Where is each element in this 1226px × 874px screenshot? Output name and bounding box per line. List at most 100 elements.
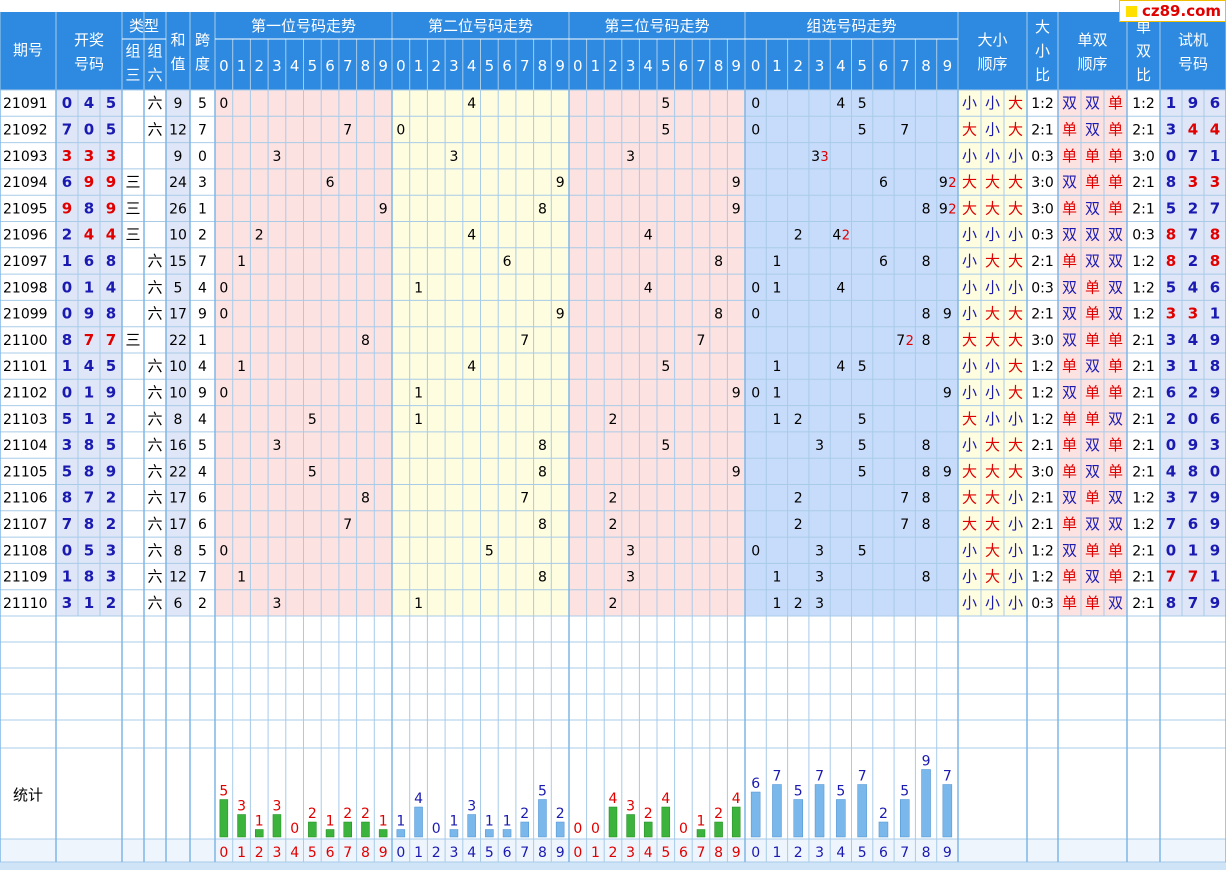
header-digit: 6 — [502, 57, 512, 75]
stat-value: 4 — [414, 791, 423, 807]
stat-bar — [414, 806, 423, 838]
bigsmall-mark: 大 — [1008, 436, 1023, 454]
stat-digit-label: 2 — [255, 845, 264, 861]
trend-digit: 4 — [467, 359, 476, 375]
oddeven-ratio-cell: 0:3 — [1132, 228, 1155, 244]
type-group6-mark: 六 — [147, 515, 162, 533]
stat-bar — [878, 821, 889, 838]
header-test: 试机 — [1178, 31, 1208, 49]
stat-value: 0 — [573, 821, 582, 837]
sum-cell: 17 — [169, 517, 187, 533]
test-number: 8 — [1188, 462, 1198, 480]
draw-number: 1 — [84, 410, 94, 428]
type-group6-mark: 六 — [147, 489, 162, 507]
test-number: 3 — [1166, 331, 1176, 349]
span-cell: 9 — [198, 385, 207, 401]
oddeven-mark: 单 — [1108, 383, 1123, 401]
test-number: 0 — [1210, 462, 1220, 480]
stat-value: 5 — [794, 784, 803, 800]
draw-number: 5 — [106, 120, 116, 138]
watermark-text: cz89.com — [1142, 2, 1222, 20]
stat-value: 2 — [520, 806, 529, 822]
oddeven-mark: 双 — [1085, 436, 1100, 454]
type-group6-mark: 六 — [147, 305, 162, 323]
bigsmall-mark: 小 — [985, 94, 1000, 112]
stat-bar — [520, 821, 529, 838]
trend-digit: 8 — [538, 464, 547, 480]
sum-cell: 6 — [174, 596, 183, 612]
sum-cell: 10 — [169, 359, 187, 375]
stat-value: 4 — [661, 791, 670, 807]
group-digit: 2 — [794, 517, 803, 533]
bigsmall-mark: 大 — [1008, 199, 1023, 217]
draw-number: 1 — [62, 357, 72, 375]
span-cell: 0 — [198, 149, 207, 165]
sum-cell: 17 — [169, 307, 187, 323]
stat-digit-label: 7 — [697, 845, 706, 861]
span-cell: 5 — [198, 438, 207, 454]
group-digit: 9 — [943, 385, 952, 401]
span-cell: 2 — [198, 596, 207, 612]
bigsmall-mark: 小 — [962, 568, 977, 586]
bigsmall-ratio-cell: 0:3 — [1031, 280, 1054, 296]
stat-digit-label: 2 — [609, 845, 618, 861]
header-group6: 组 — [147, 42, 162, 60]
header-digit: 9 — [731, 57, 741, 75]
sum-cell: 8 — [174, 543, 183, 559]
type-group6-mark: 六 — [147, 568, 162, 586]
header-digit: 3 — [815, 57, 825, 75]
draw-number: 2 — [106, 515, 116, 533]
span-cell: 3 — [198, 175, 207, 191]
issue-cell: 21098 — [3, 280, 48, 296]
oddeven-mark: 单 — [1062, 515, 1077, 533]
bigsmall-mark: 大 — [962, 331, 977, 349]
oddeven-ratio-cell: 2:1 — [1132, 412, 1155, 428]
draw-number: 1 — [84, 594, 94, 612]
header-digit: 2 — [608, 57, 618, 75]
bigsmall-mark: 小 — [1008, 226, 1023, 244]
oddeven-ratio-cell: 2:1 — [1132, 175, 1155, 191]
oddeven-mark: 双 — [1085, 357, 1100, 375]
draw-number: 8 — [84, 462, 94, 480]
header-digit: 5 — [661, 57, 671, 75]
stat-value: 1 — [503, 814, 512, 830]
span-cell: 5 — [198, 543, 207, 559]
bigsmall-ratio-cell: 2:1 — [1031, 517, 1054, 533]
bigsmall-mark: 大 — [985, 199, 1000, 217]
header-bigsmall-order: 大小 — [977, 31, 1007, 49]
oddeven-mark: 单 — [1062, 462, 1077, 480]
oddeven-ratio-cell: 1:2 — [1132, 280, 1155, 296]
stat-digit-label: 4 — [836, 845, 845, 861]
group-digit: 1 — [772, 570, 781, 586]
stat-value: 4 — [732, 791, 741, 807]
bigsmall-ratio-cell: 1:2 — [1031, 385, 1054, 401]
trend-digit: 0 — [219, 385, 228, 401]
bigsmall-ratio-cell: 2:1 — [1031, 307, 1054, 323]
type-group3-mark: 三 — [125, 226, 140, 244]
header-digit: 8 — [714, 57, 724, 75]
header-pos2: 第二位号码走势 — [428, 17, 533, 35]
stat-digit-label: 6 — [879, 845, 888, 861]
header-digit: 2 — [254, 57, 264, 75]
bigsmall-mark: 小 — [985, 594, 1000, 612]
stat-digit-label: 5 — [858, 845, 867, 861]
group-digit: 3 — [815, 596, 824, 612]
header-digit: 3 — [449, 57, 459, 75]
test-number: 8 — [1210, 357, 1220, 375]
oddeven-ratio-cell: 2:1 — [1132, 385, 1155, 401]
group-digit: 8 — [922, 491, 931, 507]
type-group6-mark: 六 — [147, 594, 162, 612]
draw-number: 9 — [106, 199, 116, 217]
issue-cell: 21106 — [3, 491, 48, 507]
test-number: 2 — [1188, 252, 1198, 270]
oddeven-mark: 单 — [1108, 436, 1123, 454]
bigsmall-mark: 小 — [962, 252, 977, 270]
bigsmall-mark: 小 — [1008, 515, 1023, 533]
group-digit: 5 — [858, 464, 867, 480]
logo-square-icon — [1126, 6, 1137, 17]
header-sum: 和 — [170, 31, 185, 49]
stat-digit-label: 0 — [751, 845, 760, 861]
issue-cell: 21096 — [3, 228, 48, 244]
group-digit: 5 — [858, 412, 867, 428]
draw-number: 0 — [62, 383, 72, 401]
